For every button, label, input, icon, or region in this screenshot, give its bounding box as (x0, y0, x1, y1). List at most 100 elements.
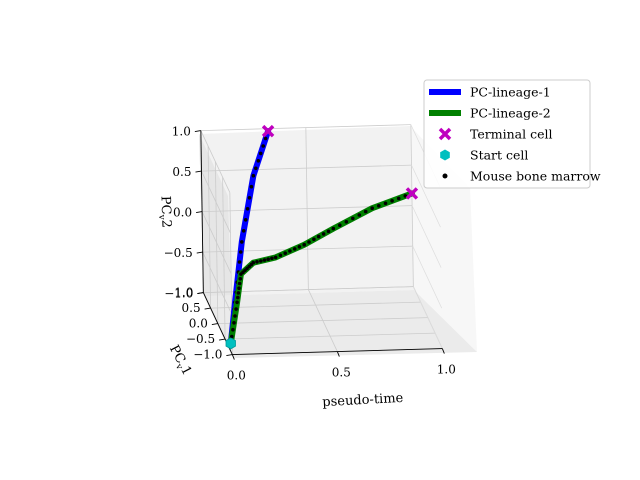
legend-item: Terminal cell (438, 127, 552, 142)
data-point (262, 258, 267, 262)
data-point (238, 250, 243, 254)
y-tick-label: 0.5 (182, 301, 201, 315)
legend: PC-lineage-1 PC-lineage-2 Terminal cell Sta… (423, 79, 601, 189)
z-tick-mark (196, 211, 203, 214)
data-point (234, 307, 238, 311)
y-tick-label: 1.0 (174, 286, 193, 300)
data-point (363, 209, 368, 214)
x-tick-label: 1.0 (437, 363, 456, 377)
data-point (316, 234, 321, 239)
data-point (245, 207, 250, 211)
terminal-cell-marker (405, 187, 419, 200)
grid-line (201, 211, 232, 274)
x-tick-label: 0.0 (227, 369, 246, 383)
grid-line (200, 124, 411, 131)
legend-item: Start cell (440, 148, 528, 163)
x-axis-label: pseudo-time (322, 391, 404, 410)
y-tick-label: −1.0 (193, 348, 222, 362)
legend-label: Start cell (470, 148, 528, 163)
z-tick-label: −1.0 (164, 287, 193, 301)
y-tick-mark (211, 323, 218, 326)
grid-line (413, 286, 443, 349)
grid-line (201, 164, 412, 172)
data-point (344, 220, 349, 224)
data-point (261, 144, 266, 148)
data-point (326, 229, 331, 234)
z-tick-mark (195, 170, 202, 173)
data-point (236, 291, 241, 295)
data-point (237, 281, 242, 286)
marker-layer (225, 124, 419, 350)
grid-line (200, 130, 231, 193)
x-tick-mark (336, 351, 340, 357)
legend-swatch-hexagon-icon (440, 149, 450, 161)
legend-label: Mouse bone marrow (470, 169, 601, 184)
x-tick-mark (231, 354, 235, 360)
grid-line (412, 245, 443, 309)
grid-line (217, 317, 428, 324)
z-tick-label: −0.5 (164, 246, 193, 260)
data-point (240, 240, 244, 244)
data-point (278, 253, 283, 258)
data-point (237, 260, 242, 264)
grid-line (225, 332, 436, 340)
data-point (383, 201, 388, 206)
grid-line (202, 245, 413, 253)
data-point (302, 242, 307, 247)
data-point (370, 206, 375, 210)
data-point (230, 334, 234, 339)
data-point (390, 199, 394, 203)
data-point (251, 173, 256, 178)
y-tick-mark (226, 354, 233, 357)
x-tick-mark (441, 348, 445, 354)
data-point (243, 218, 248, 222)
tick-labels: 0.0 0.5 1.01.00.50.0−0.5−1.01.00.50.0−0.5−… (164, 125, 456, 383)
y-tick-label: −0.5 (186, 332, 215, 346)
z-tick-label: 0.5 (172, 165, 191, 179)
legend-item: PC-lineage-1 (429, 85, 551, 100)
z-tick-mark (194, 130, 201, 133)
grid-line (210, 301, 421, 309)
data-point (283, 251, 288, 255)
z-tick-mark (197, 292, 204, 295)
data-point (321, 232, 326, 236)
data-point (254, 166, 258, 171)
data-point (312, 237, 316, 242)
data-point (292, 247, 297, 251)
data-point (247, 196, 252, 200)
grid-line (411, 205, 442, 268)
terminal-cell-marker (261, 124, 275, 138)
data-point (377, 204, 381, 208)
data-point (266, 257, 271, 262)
legend-label: PC-lineage-2 (470, 106, 551, 121)
data-point (235, 300, 239, 305)
legend-frame (423, 79, 591, 189)
data-point (297, 245, 302, 249)
data-point (231, 327, 235, 332)
data-point (288, 249, 292, 253)
y-tick-mark (219, 338, 226, 341)
data-point (241, 229, 246, 233)
legend-item: PC-lineage-2 (429, 106, 551, 121)
data-point (249, 184, 254, 189)
grid-line (202, 251, 233, 315)
z-axis-label: PCv2 (155, 196, 173, 229)
data-point (255, 260, 259, 264)
z-tick-mark (196, 251, 203, 254)
series-layer (227, 128, 415, 347)
data-point (273, 255, 278, 260)
y-axis-label: PCv1 (164, 343, 194, 379)
data-point (396, 196, 401, 201)
data-point (237, 286, 241, 291)
floor-pane (204, 290, 477, 358)
data-point (259, 259, 263, 263)
data-point (338, 223, 342, 227)
z-tick-label: 1.0 (172, 125, 191, 139)
data-point (263, 136, 268, 141)
data-point (331, 226, 336, 231)
z-tick-label: 0.0 (173, 206, 192, 220)
legend-swatch-dot-icon (442, 173, 448, 179)
y-tick-mark (204, 307, 211, 310)
data-point (256, 159, 261, 163)
